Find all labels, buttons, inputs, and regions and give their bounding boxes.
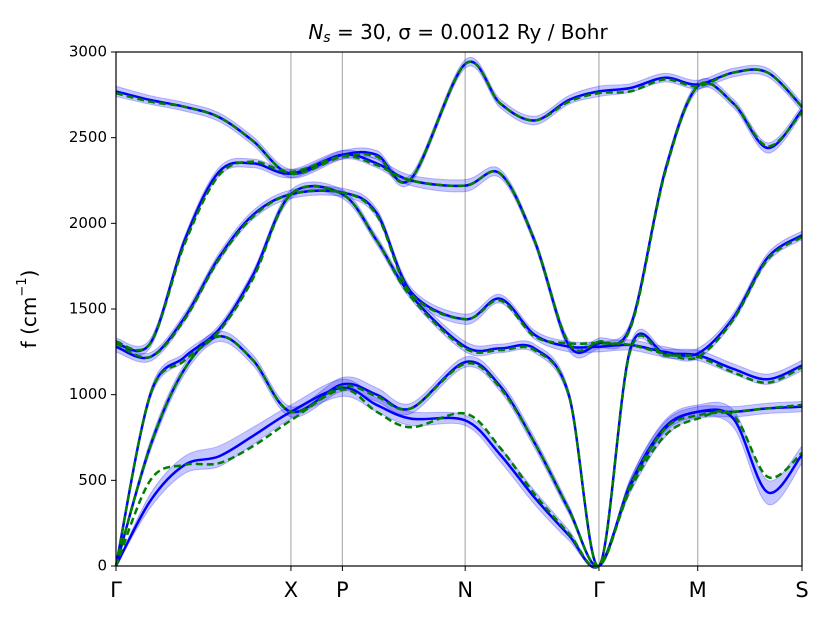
x-tick-label: Γ bbox=[110, 578, 122, 602]
band-line bbox=[115, 81, 803, 355]
x-tick-label: Γ bbox=[593, 578, 605, 602]
ylabel-main: f (cm bbox=[17, 297, 41, 349]
band-line bbox=[114, 388, 803, 569]
y-tick-label: 500 bbox=[78, 471, 107, 489]
ylabel-sup: −1 bbox=[15, 277, 30, 296]
ylabel-end: ) bbox=[17, 270, 41, 278]
band-line bbox=[115, 189, 803, 360]
x-tick-label: P bbox=[336, 578, 349, 602]
y-tick-label: 2000 bbox=[69, 214, 107, 232]
y-tick-label: 2500 bbox=[69, 128, 107, 146]
x-tick-label: N bbox=[457, 578, 473, 602]
y-axis-label: f (cm−1) bbox=[15, 270, 41, 349]
x-tick-label: S bbox=[795, 578, 808, 602]
y-tick-label: 0 bbox=[97, 557, 107, 575]
axes-frame bbox=[115, 51, 803, 567]
band-line bbox=[115, 81, 803, 353]
x-tick-label: X bbox=[284, 578, 298, 602]
y-tick-label: 1500 bbox=[69, 300, 107, 318]
title-sub: s bbox=[323, 30, 330, 46]
band-line bbox=[114, 335, 803, 568]
plot-area bbox=[114, 56, 803, 569]
band-line bbox=[115, 60, 803, 184]
x-tick-label: M bbox=[689, 578, 707, 602]
title-main: N bbox=[308, 20, 323, 44]
title-rest: = 30, σ = 0.0012 Ry / Bohr bbox=[331, 20, 609, 44]
chart-title: Ns = 30, σ = 0.0012 Ry / Bohr bbox=[308, 20, 608, 47]
uncertainty-band bbox=[115, 181, 803, 567]
y-tick-label: 1000 bbox=[69, 385, 107, 403]
band-line bbox=[114, 185, 803, 568]
y-tick-label: 3000 bbox=[69, 43, 107, 61]
band-line bbox=[114, 184, 803, 568]
